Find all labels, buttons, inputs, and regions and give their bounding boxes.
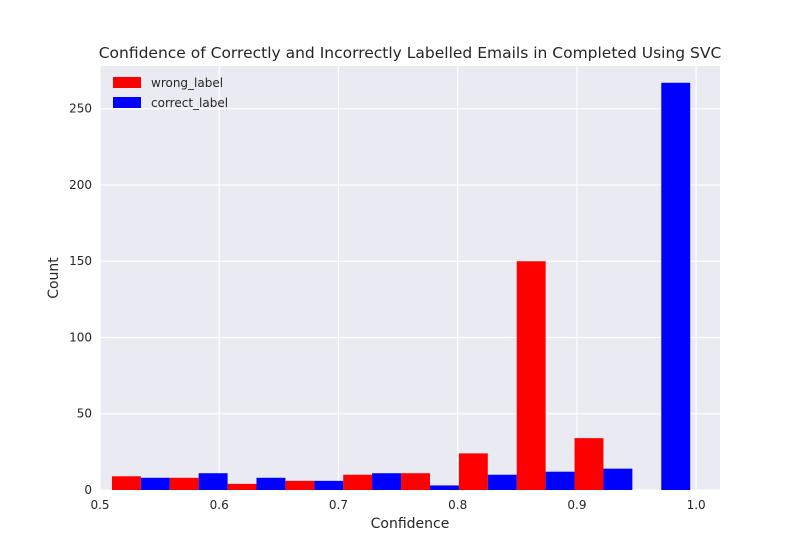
x-tick-labels: 0.5 0.6 0.7 0.8 0.9 1.0 [90, 498, 705, 512]
bar-correct-label [314, 480, 344, 490]
bar-wrong-label [458, 453, 488, 490]
x-tick-label: 0.5 [90, 498, 109, 512]
bar-correct-label [661, 82, 691, 490]
bar-wrong-label [227, 483, 257, 490]
bar-correct-label [429, 485, 459, 490]
x-tick-label: 1.0 [687, 498, 706, 512]
bar-wrong-label [343, 474, 373, 490]
x-tick-label: 0.7 [329, 498, 348, 512]
legend-swatch-correct-label [113, 97, 141, 108]
y-tick-labels: 0 50 100 150 200 250 [69, 102, 92, 497]
legend-label-wrong-label: wrong_label [151, 76, 223, 90]
x-axis-label: Confidence [371, 516, 450, 532]
bar-wrong-label [285, 480, 315, 490]
bar-correct-label [372, 473, 402, 490]
bars [111, 82, 691, 490]
bar-correct-label [256, 477, 286, 490]
legend-label-correct-label: correct_label [151, 96, 228, 110]
bar-correct-label [140, 477, 170, 490]
x-tick-label: 0.9 [567, 498, 586, 512]
x-tick-label: 0.6 [210, 498, 229, 512]
bar-wrong-label [516, 261, 546, 490]
y-tick-label: 100 [69, 330, 92, 344]
x-tick-label: 0.8 [448, 498, 467, 512]
bar-correct-label [545, 471, 575, 490]
chart-title: Confidence of Correctly and Incorrectly … [99, 44, 722, 62]
legend-swatch-wrong-label [113, 77, 141, 88]
plot-background [100, 66, 720, 490]
bar-correct-label [603, 468, 633, 490]
y-tick-label: 50 [77, 407, 92, 421]
bar-wrong-label [111, 476, 141, 490]
y-tick-label: 200 [69, 178, 92, 192]
bar-wrong-label [574, 438, 604, 490]
bar-wrong-label [401, 473, 430, 490]
y-tick-label: 150 [69, 254, 92, 268]
y-tick-label: 0 [84, 483, 92, 497]
y-tick-label: 250 [69, 102, 92, 116]
bar-wrong-label [169, 477, 199, 490]
bar-correct-label [198, 473, 228, 490]
bar-correct-label [487, 474, 517, 490]
y-axis-label: Count [46, 257, 62, 299]
legend: wrong_label correct_label [113, 76, 228, 110]
